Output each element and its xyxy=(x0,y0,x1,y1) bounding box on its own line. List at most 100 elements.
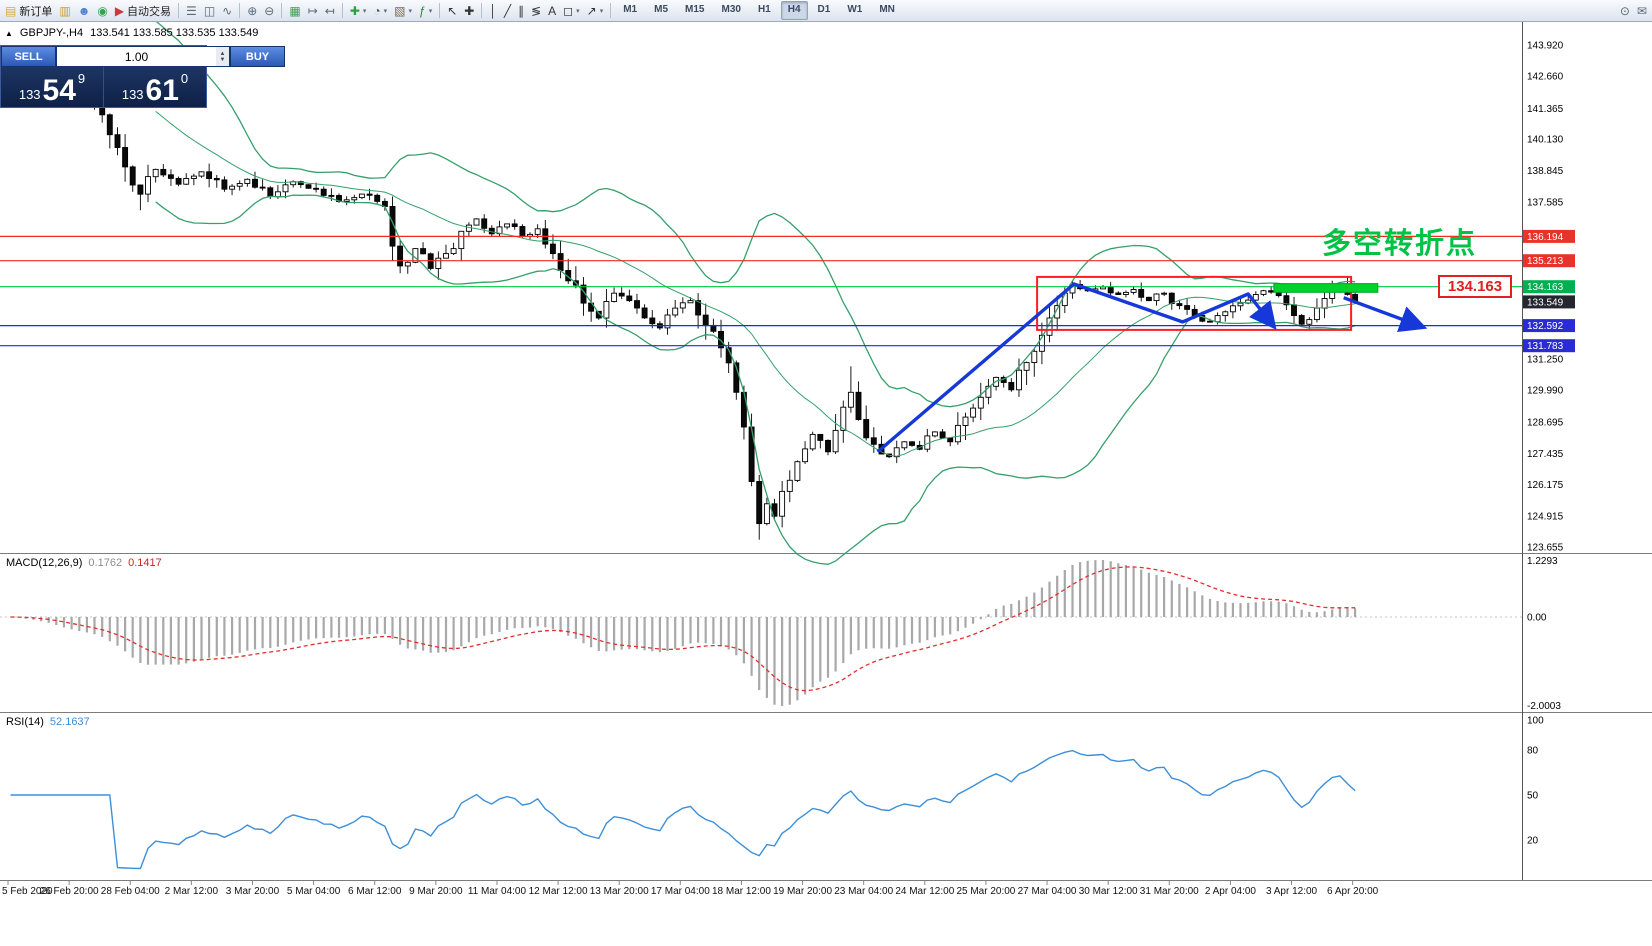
main-toolbar: ▤ 新订单 ▥ ☻ ◉ ▶ 自动交易 ☰ ◫ ∿ ⊕ ⊖ ▦ ↦ ↤ ✚ ▾ ◔ ▾ ▧ ▾ ƒ ▾ ↖ ✚ │ ╱ ∥ ≶ A ◻ ▾ ↗ ▾ M… xyxy=(0,0,1652,22)
sell-button[interactable]: SELL xyxy=(1,46,56,67)
price-tag-134.163 xyxy=(1523,280,1575,294)
cursor-tool[interactable]: ↖ xyxy=(444,1,460,21)
buy-button[interactable]: BUY xyxy=(230,46,285,67)
periods-button-icon: ◔ xyxy=(373,3,381,18)
svg-text:124.915: 124.915 xyxy=(1527,511,1564,522)
chevron-down-icon[interactable]: ▾ xyxy=(576,7,580,15)
candlestick-chart-icon: ◫ xyxy=(203,3,216,18)
chevron-down-icon[interactable]: ▾ xyxy=(408,7,413,15)
price-callout-label: 134.163 xyxy=(1438,275,1512,298)
autotrading-button[interactable]: ▶ 自动交易 xyxy=(112,1,174,21)
axes-layer: 143.920 142.660 141.365 140.130 138.845 137.5… xyxy=(0,22,1652,897)
chevron-down-icon[interactable]: ▾ xyxy=(383,7,388,15)
svg-text:135.213: 135.213 xyxy=(1527,256,1564,267)
svg-text:2 Apr 04:00: 2 Apr 04:00 xyxy=(1205,886,1257,897)
chart-shift-icon[interactable]: ↤ xyxy=(322,1,338,21)
new-order-button-label: 新订单 xyxy=(19,5,53,18)
svg-text:131.250: 131.250 xyxy=(1527,354,1564,365)
volume-input[interactable] xyxy=(57,47,216,66)
one-click-trading-panel: SELL ▲ ▼ BUY 133 54 9 133 61 0 xyxy=(0,45,285,108)
ask-price[interactable]: 133 61 0 xyxy=(103,67,206,107)
consolidation-rectangle[interactable] xyxy=(1036,275,1353,331)
messages-icon: ✉ xyxy=(1636,3,1647,18)
text-tool[interactable]: A xyxy=(545,1,559,21)
arrow-tool[interactable]: ↗ ▾ xyxy=(584,1,607,21)
svg-text:12 Mar 12:00: 12 Mar 12:00 xyxy=(529,886,588,897)
svg-text:17 Mar 04:00: 17 Mar 04:00 xyxy=(651,886,710,897)
auto-scroll-icon: ↦ xyxy=(307,3,318,18)
trend-zigzag-arrow[interactable] xyxy=(876,282,1277,454)
svg-text:131.783: 131.783 xyxy=(1527,341,1564,352)
zoom-in-icon[interactable]: ⊕ xyxy=(244,1,260,21)
refresh-icon: ◉ xyxy=(97,3,108,18)
timeframe-h4[interactable]: H4 xyxy=(780,1,808,20)
macd-indicator-label: MACD(12,26,9) 0.1762 0.1417 xyxy=(6,557,162,569)
bid-price[interactable]: 133 54 9 xyxy=(1,67,103,107)
chevron-down-icon[interactable]: ▾ xyxy=(362,7,367,15)
chevron-down-icon[interactable]: ▾ xyxy=(428,7,433,15)
svg-text:1.2293: 1.2293 xyxy=(1527,556,1558,567)
svg-text:50: 50 xyxy=(1527,791,1539,802)
toolbar-separator xyxy=(178,3,180,18)
new-chart-button-icon: ✚ xyxy=(349,3,360,18)
candlestick-chart-icon[interactable]: ◫ xyxy=(201,1,218,21)
shapes-tool[interactable]: ◻ ▾ xyxy=(560,1,582,21)
svg-text:5 Feb 2020: 5 Feb 2020 xyxy=(2,886,53,897)
tile-windows-icon: ▦ xyxy=(289,3,301,18)
svg-text:142.660: 142.660 xyxy=(1527,72,1564,83)
periods-button[interactable]: ◔ ▾ xyxy=(370,1,390,21)
zoom-out-icon[interactable]: ⊖ xyxy=(261,1,277,21)
timeframe-m1[interactable]: M1 xyxy=(623,4,638,15)
timeframe-w1[interactable]: W1 xyxy=(847,4,863,15)
timeframe-m30[interactable]: M30 xyxy=(721,4,741,15)
svg-text:6 Mar 12:00: 6 Mar 12:00 xyxy=(348,886,402,897)
collapse-icon[interactable]: ▲ xyxy=(5,28,13,38)
svg-text:11 Mar 04:00: 11 Mar 04:00 xyxy=(468,886,527,897)
new-chart-button[interactable]: ✚ ▾ xyxy=(347,1,370,21)
vertical-line-tool[interactable]: │ xyxy=(486,1,500,21)
templates-button[interactable]: ▧ ▾ xyxy=(391,1,415,21)
crosshair-tool[interactable]: ✚ xyxy=(461,1,477,21)
forecast-arrow[interactable] xyxy=(1343,296,1428,332)
channel-tool[interactable]: ∥ xyxy=(515,1,527,21)
line-chart-icon: ∿ xyxy=(222,3,233,18)
svg-text:134.163: 134.163 xyxy=(1527,282,1564,293)
crosshair-tool-icon: ✚ xyxy=(464,3,475,18)
price-tag-136.194 xyxy=(1523,229,1575,243)
annotations-layer[interactable] xyxy=(876,275,1428,454)
indicators-button[interactable]: ƒ ▾ xyxy=(416,1,435,21)
messages-icon[interactable]: ✉ xyxy=(1634,1,1650,21)
resistance-highlight-bar[interactable] xyxy=(1273,283,1379,293)
trendline-tool[interactable]: ╱ xyxy=(501,1,514,21)
line-chart-icon[interactable]: ∿ xyxy=(219,1,235,21)
timeframe-mn[interactable]: MN xyxy=(879,4,895,15)
timeframe-m15[interactable]: M15 xyxy=(685,4,705,15)
auto-scroll-icon[interactable]: ↦ xyxy=(305,1,321,21)
ask-pips: 61 xyxy=(145,74,179,107)
toolbar-separator xyxy=(610,3,612,18)
refresh-icon[interactable]: ◉ xyxy=(94,1,110,21)
timeframe-m5[interactable]: M5 xyxy=(654,4,669,15)
indicators-button-icon: ƒ xyxy=(419,3,426,18)
toolbar-separator xyxy=(341,3,343,18)
svg-text:133.549: 133.549 xyxy=(1527,297,1564,308)
volume-up-button[interactable]: ▲ xyxy=(219,50,226,57)
trendline-tool-icon: ╱ xyxy=(503,3,512,18)
new-order-button[interactable]: ▤ 新订单 xyxy=(2,1,55,21)
search-icon[interactable]: ⊙ xyxy=(1617,1,1633,21)
bid-base: 133 xyxy=(18,87,41,102)
timeframe-d1[interactable]: D1 xyxy=(817,4,831,15)
svg-text:27 Mar 04:00: 27 Mar 04:00 xyxy=(1018,886,1077,897)
chevron-down-icon[interactable]: ▾ xyxy=(599,7,604,15)
shapes-tool-icon: ◻ xyxy=(563,3,574,18)
timeframe-h1[interactable]: H1 xyxy=(757,4,771,15)
chart-window-icon[interactable]: ▥ xyxy=(56,1,73,21)
svg-text:-2.0003: -2.0003 xyxy=(1527,701,1561,712)
fibonacci-tool[interactable]: ≶ xyxy=(528,1,544,21)
hlines-layer[interactable] xyxy=(0,235,1522,347)
tile-windows-icon[interactable]: ▦ xyxy=(286,1,303,21)
bar-chart-icon[interactable]: ☰ xyxy=(183,1,200,21)
profile-icon[interactable]: ☻ xyxy=(75,1,94,21)
volume-down-button[interactable]: ▼ xyxy=(219,56,226,63)
